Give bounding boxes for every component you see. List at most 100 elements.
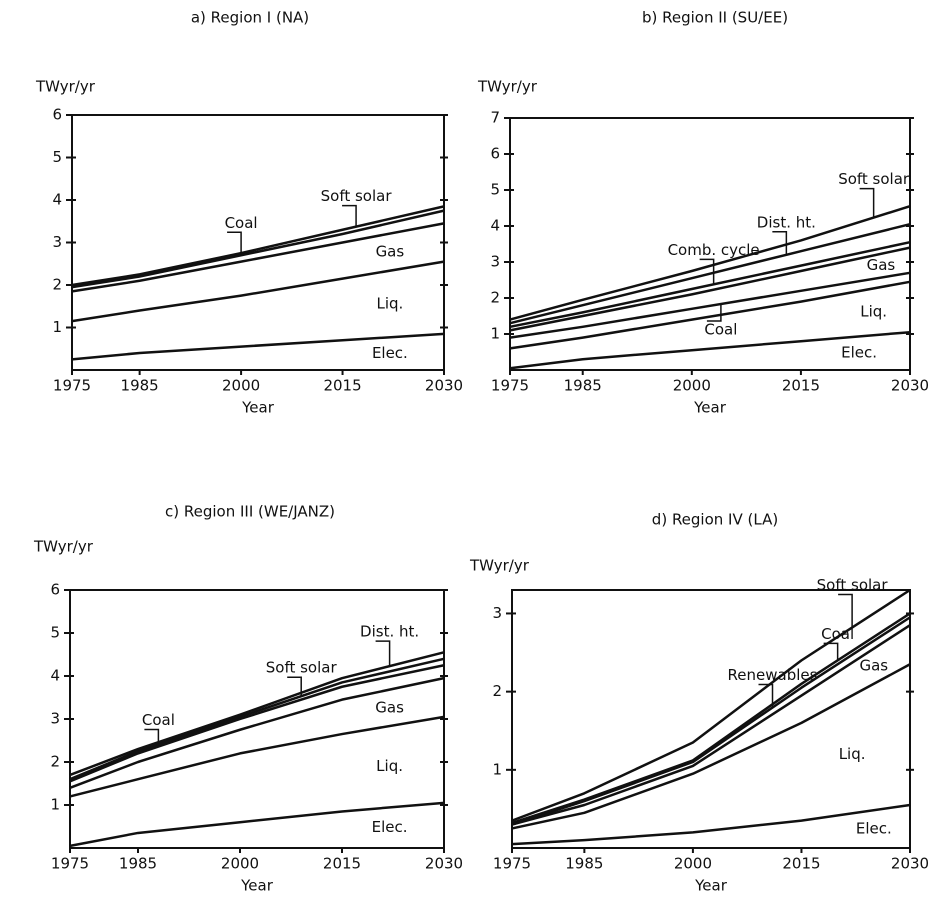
series-line	[69, 676, 445, 789]
chart-title: d) Region IV (LA)	[652, 511, 778, 529]
x-tick-label: 1975	[51, 855, 89, 873]
series-label: Gas	[375, 698, 404, 716]
series-label: Liq.	[376, 757, 403, 775]
series-label: Soft solar	[321, 187, 393, 205]
y-tick-label: 7	[490, 109, 500, 127]
series-label: Gas	[376, 243, 405, 261]
series-label: Soft solar	[266, 659, 338, 677]
label-leader	[838, 593, 853, 628]
y-tick-label: 4	[490, 217, 500, 235]
y-tick-label: 4	[52, 191, 62, 209]
y-tick-label: 2	[490, 289, 500, 307]
x-tick-label: 1985	[121, 377, 159, 395]
label-leader	[375, 640, 391, 667]
y-tick-label: 1	[52, 318, 62, 336]
y-tick-label: 6	[490, 145, 500, 163]
series-label: Dist. ht.	[757, 213, 816, 231]
series-line	[509, 222, 911, 325]
x-axis-label: Year	[693, 399, 727, 417]
x-axis-label: Year	[241, 399, 275, 417]
series-line	[71, 205, 445, 287]
series-line	[509, 205, 911, 321]
series-line	[69, 801, 445, 848]
series-line	[511, 663, 911, 830]
series-line	[69, 657, 445, 781]
plot-frame	[509, 117, 911, 371]
chart-title: b) Region II (SU/EE)	[642, 9, 788, 27]
y-tick-label: 3	[50, 710, 60, 728]
series-label: Gas	[867, 256, 896, 274]
y-tick-label: 4	[50, 667, 60, 685]
y-tick-label: 1	[492, 760, 502, 778]
x-tick-label: 2030	[891, 377, 929, 395]
plot-frame	[511, 589, 911, 849]
x-tick-label: 2030	[425, 855, 463, 873]
x-tick-label: 1985	[119, 855, 157, 873]
series-label: Soft solar	[838, 170, 910, 188]
series-line	[509, 330, 911, 370]
y-tick-label: 3	[492, 604, 502, 622]
x-axis-label: Year	[694, 877, 728, 895]
y-tick-label: 5	[490, 181, 500, 199]
label-leader	[772, 231, 788, 255]
y-axis-label: TWyr/yr	[477, 78, 538, 96]
y-tick-label: 1	[50, 796, 60, 814]
y-tick-label: 1	[490, 325, 500, 343]
x-tick-label: 2000	[673, 377, 711, 395]
series-line	[511, 588, 911, 822]
label-leader	[706, 304, 722, 322]
y-tick-label: 6	[52, 106, 62, 124]
series-line	[509, 271, 911, 339]
series-label: Elec.	[856, 820, 892, 838]
x-tick-label: 2000	[222, 377, 260, 395]
y-tick-label: 2	[52, 276, 62, 294]
label-leader	[287, 676, 302, 697]
series-label: Gas	[859, 657, 888, 675]
series-line	[511, 616, 911, 826]
x-tick-label: 2015	[323, 377, 361, 395]
series-line	[509, 246, 911, 332]
label-leader	[758, 683, 774, 708]
series-label: Coal	[821, 625, 854, 643]
y-axis-label: TWyr/yr	[33, 538, 94, 556]
y-tick-label: 6	[50, 581, 60, 599]
series-label: Elec.	[841, 344, 877, 362]
series-label: Coal	[225, 214, 258, 232]
x-tick-label: 2015	[323, 855, 361, 873]
series-line	[71, 260, 445, 323]
series-line	[509, 280, 911, 350]
chart-title: a) Region I (NA)	[191, 9, 309, 27]
series-line	[509, 240, 911, 329]
series-label: Liq.	[376, 294, 403, 312]
y-tick-label: 5	[50, 624, 60, 642]
series-label: Soft solar	[817, 576, 889, 594]
x-tick-label: 2030	[425, 377, 463, 395]
x-tick-label: 2015	[782, 377, 820, 395]
x-tick-label: 1975	[493, 855, 531, 873]
y-tick-label: 3	[52, 233, 62, 251]
x-axis-label: Year	[240, 877, 274, 895]
x-tick-label: 1975	[53, 377, 91, 395]
series-line	[71, 222, 445, 293]
series-label: Coal	[704, 321, 737, 339]
y-axis-label: TWyr/yr	[35, 78, 96, 96]
label-leader	[859, 187, 875, 218]
series-label: Coal	[142, 711, 175, 729]
x-tick-label: 1985	[565, 855, 603, 873]
x-tick-label: 2000	[221, 855, 259, 873]
series-line	[511, 624, 911, 826]
x-tick-label: 1985	[564, 377, 602, 395]
series-label: Dist. ht.	[360, 623, 419, 641]
x-tick-label: 2030	[891, 855, 929, 873]
series-label: Comb. cycle	[668, 241, 760, 259]
series-line	[71, 332, 445, 361]
series-line	[511, 803, 911, 846]
series-label: Liq.	[860, 302, 887, 320]
series-line	[69, 664, 445, 783]
label-leader	[227, 231, 242, 256]
label-leader	[699, 258, 715, 285]
y-tick-label: 2	[492, 682, 502, 700]
series-label: Elec.	[372, 818, 408, 836]
label-leader	[342, 204, 357, 227]
